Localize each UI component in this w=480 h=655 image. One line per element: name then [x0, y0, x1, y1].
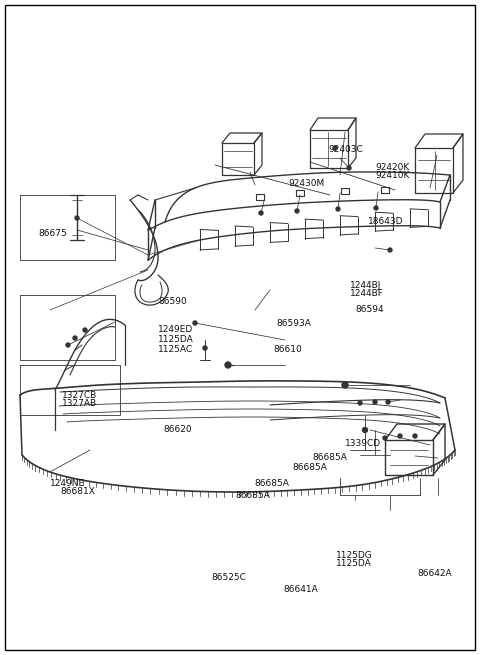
Circle shape: [203, 346, 207, 350]
Text: 86675: 86675: [38, 229, 67, 238]
Text: 1249ED: 1249ED: [158, 326, 193, 335]
Circle shape: [83, 328, 87, 332]
Circle shape: [295, 209, 299, 213]
Text: 92420K: 92420K: [375, 162, 409, 172]
Circle shape: [225, 362, 231, 368]
Text: 86610: 86610: [273, 345, 302, 354]
Text: 1244BF: 1244BF: [350, 290, 384, 299]
Circle shape: [362, 428, 368, 432]
Circle shape: [398, 434, 402, 438]
Circle shape: [259, 211, 263, 215]
Text: 86525C: 86525C: [211, 574, 246, 582]
Circle shape: [386, 400, 390, 404]
Text: 86681X: 86681X: [60, 487, 95, 496]
Circle shape: [342, 382, 348, 388]
Text: 1327AB: 1327AB: [62, 400, 97, 409]
Text: 86685A: 86685A: [312, 453, 347, 462]
Text: 1339CD: 1339CD: [345, 440, 381, 449]
Text: 86642A: 86642A: [417, 569, 452, 578]
Text: 1125AC: 1125AC: [158, 345, 193, 354]
Circle shape: [383, 436, 387, 440]
Text: 86685A: 86685A: [254, 479, 289, 489]
Text: 1327CB: 1327CB: [62, 390, 97, 400]
Circle shape: [358, 401, 362, 405]
Text: 86593A: 86593A: [276, 320, 311, 329]
Circle shape: [347, 166, 351, 170]
Circle shape: [333, 146, 337, 150]
Circle shape: [373, 400, 377, 404]
Circle shape: [73, 336, 77, 340]
Text: 1249NE: 1249NE: [50, 479, 85, 489]
Text: 86590: 86590: [158, 297, 187, 307]
Text: 92430M: 92430M: [288, 179, 324, 189]
Text: 92410K: 92410K: [375, 170, 409, 179]
Circle shape: [75, 216, 79, 220]
Circle shape: [66, 343, 70, 347]
Circle shape: [193, 321, 197, 325]
Circle shape: [413, 434, 417, 438]
Circle shape: [388, 248, 392, 252]
Text: 1125DA: 1125DA: [158, 335, 194, 345]
Circle shape: [336, 207, 340, 211]
Text: 86685A: 86685A: [235, 491, 270, 500]
Text: 1244BJ: 1244BJ: [350, 282, 382, 291]
Text: 86685A: 86685A: [292, 464, 327, 472]
Text: 86620: 86620: [163, 424, 192, 434]
Text: 18643D: 18643D: [368, 217, 404, 227]
Text: 92403C: 92403C: [328, 145, 363, 153]
Text: 86594: 86594: [355, 305, 384, 314]
Text: 1125DG: 1125DG: [336, 552, 373, 561]
Text: 1125DA: 1125DA: [336, 559, 372, 569]
Text: 86641A: 86641A: [283, 584, 318, 593]
Circle shape: [374, 206, 378, 210]
